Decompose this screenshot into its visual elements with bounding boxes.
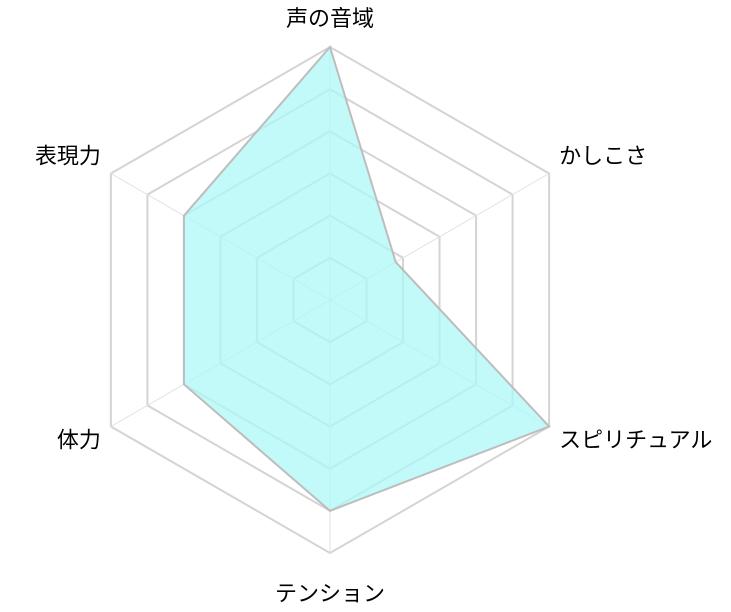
axis-label: 体力 [57, 429, 101, 454]
axis-label: かしこさ [559, 145, 647, 170]
axis-label: 表現力 [35, 145, 101, 170]
radar-area [182, 44, 551, 512]
axis-label: テンション [275, 582, 385, 607]
axis-label: 声の音域 [286, 7, 374, 32]
axis-label: スピリチュアル [559, 429, 712, 454]
